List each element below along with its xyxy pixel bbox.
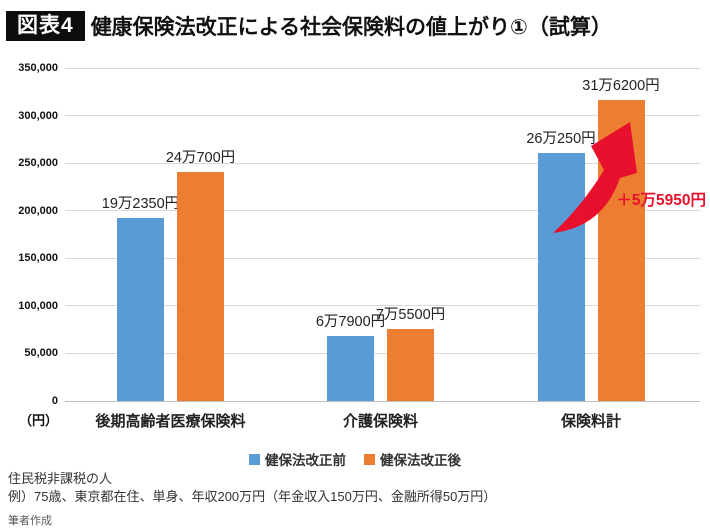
bar-value-label: 24万700円 (165, 149, 236, 166)
y-axis-unit-label: （円） (18, 413, 58, 428)
chart-title: 健康保険法改正による社会保険料の値上がり①（試算） (90, 16, 612, 39)
gridline (65, 305, 700, 307)
y-tick-label: 150,000 (18, 252, 58, 265)
gridline (65, 162, 700, 164)
bar-before (117, 217, 164, 401)
y-tick-label: 0 (51, 395, 58, 407)
y-tick-label: 50,000 (24, 347, 58, 360)
legend-item-before: 健保法改正前 (249, 449, 346, 469)
footer-note-line1: 住民税非課税の人 (8, 471, 113, 486)
gridline (65, 115, 700, 117)
increase-annotation: ＋5万5950円 (616, 192, 706, 209)
gridline (65, 257, 700, 259)
y-tick-label: 100,000 (18, 299, 58, 312)
legend-label-before: 健保法改正前 (265, 453, 346, 468)
footer-note-line2: 例）75歳、東京都在住、単身、年収200万円（年金収入150万円、金融所得50万… (8, 489, 497, 504)
figure-number-badge: 図表4 (6, 11, 85, 41)
y-tick-label: 300,000 (18, 109, 58, 122)
bar-before (327, 336, 374, 401)
footer-credit: 筆者作成 (8, 515, 52, 527)
legend-swatch-before (249, 454, 260, 465)
y-tick-label: 350,000 (18, 62, 58, 74)
legend-item-after: 健保法改正後 (364, 449, 461, 469)
chart-header: 図表4 健康保険法改正による社会保険料の値上がり①（試算） (6, 8, 612, 44)
legend-label-after: 健保法改正後 (380, 453, 461, 468)
bar-after (387, 329, 434, 401)
bar-after (177, 171, 224, 401)
category-label: 保険料計 (560, 413, 621, 430)
chart-footer: 住民税非課税の人 例）75歳、東京都在住、単身、年収200万円（年金収入150万… (8, 470, 708, 530)
category-label: 介護保険料 (342, 413, 418, 430)
category-label: 後期高齢者医療保険料 (95, 413, 246, 430)
bar-value-label: 19万2350円 (101, 195, 180, 212)
chart-legend: 健保法改正前 健保法改正後 (0, 449, 710, 469)
bar-value-label: 7万5500円 (375, 307, 446, 324)
bar-value-label: 31万6200円 (582, 78, 660, 95)
x-axis-line (65, 400, 700, 402)
gridline (65, 210, 700, 212)
gridline (65, 352, 700, 354)
y-tick-label: 250,000 (18, 157, 58, 170)
gridline (65, 67, 700, 69)
bar-value-label: 6万7900円 (315, 314, 386, 331)
legend-swatch-after (364, 454, 375, 465)
y-tick-label: 200,000 (18, 204, 58, 217)
bar-after (597, 100, 645, 401)
